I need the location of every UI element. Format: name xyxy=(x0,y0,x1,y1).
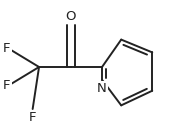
Text: N: N xyxy=(97,82,107,95)
Text: F: F xyxy=(3,42,11,55)
Text: O: O xyxy=(66,10,76,23)
Text: F: F xyxy=(3,79,11,92)
Text: F: F xyxy=(29,111,36,124)
